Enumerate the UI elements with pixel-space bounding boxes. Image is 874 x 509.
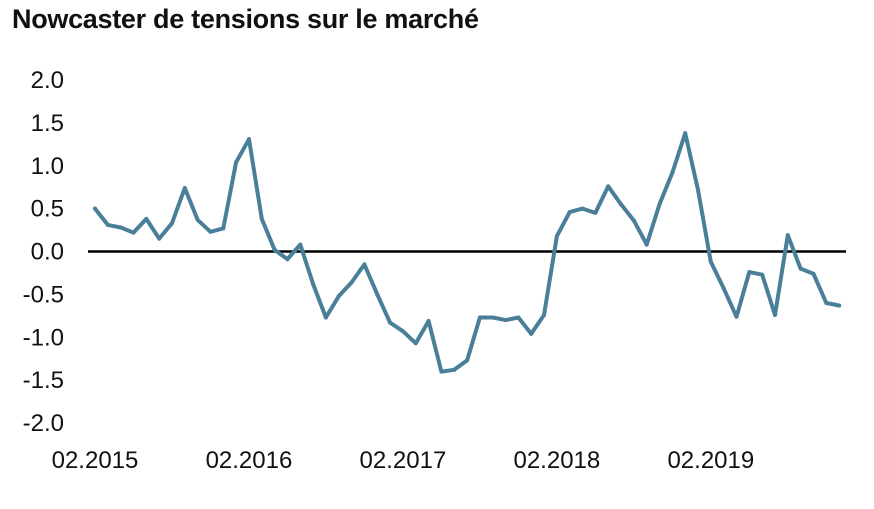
data-point: [696, 187, 701, 192]
data-point: [490, 315, 495, 320]
data-point: [388, 320, 393, 325]
y-tick-label: -1.0: [23, 324, 64, 351]
data-point: [285, 257, 290, 262]
data-point: [734, 314, 739, 319]
data-point: [529, 331, 534, 336]
data-point: [336, 294, 341, 299]
data-point: [683, 131, 688, 136]
data-point: [593, 210, 598, 215]
x-tick-label: 02.2015: [52, 447, 139, 474]
data-point: [631, 218, 636, 223]
data-point: [93, 206, 97, 211]
data-point: [131, 230, 136, 235]
data-point: [747, 270, 752, 275]
data-point: [298, 242, 303, 247]
data-point: [580, 206, 585, 211]
y-tick-label: 1.0: [31, 153, 64, 180]
y-tick-label: 1.5: [31, 110, 64, 137]
data-point: [362, 262, 367, 267]
data-point: [516, 315, 521, 320]
data-point: [465, 358, 470, 363]
y-tick-label: 2.0: [31, 67, 64, 94]
y-tick-label: -1.5: [23, 367, 64, 394]
data-point: [567, 210, 572, 215]
x-tick-label: 02.2019: [667, 447, 754, 474]
data-point: [503, 318, 508, 323]
y-tick-label: -2.0: [23, 410, 64, 437]
data-point: [477, 315, 482, 320]
data-point: [708, 259, 713, 264]
data-point: [272, 247, 277, 252]
data-point: [208, 229, 213, 234]
data-point: [157, 236, 162, 241]
data-point: [349, 280, 354, 285]
y-tick-label: 0.5: [31, 196, 64, 223]
data-point: [824, 300, 829, 305]
data-point: [195, 217, 200, 222]
data-point: [644, 242, 649, 247]
data-point: [413, 341, 418, 346]
data-point: [246, 137, 251, 142]
data-point: [837, 303, 842, 308]
data-point: [182, 186, 187, 191]
data-point: [811, 271, 816, 276]
data-point: [554, 234, 559, 239]
data-point: [323, 315, 328, 320]
data-point: [619, 202, 624, 207]
data-point: [785, 233, 790, 238]
data-point: [670, 170, 675, 175]
data-point: [452, 367, 457, 372]
series-group: [93, 131, 842, 374]
data-point: [439, 369, 444, 374]
data-point: [426, 318, 431, 323]
y-axis-ticks: 2.0 1.5 1.0 0.5 0.0 -0.5 -1.0 -1.5 -2.0: [23, 67, 64, 437]
data-point: [311, 282, 316, 287]
x-tick-label: 02.2018: [513, 447, 600, 474]
data-point: [657, 202, 662, 207]
data-point: [259, 216, 264, 221]
data-point: [798, 266, 803, 271]
data-point: [105, 222, 110, 227]
data-point: [118, 225, 123, 230]
data-point: [234, 160, 239, 165]
x-tick-label: 02.2017: [360, 447, 447, 474]
data-point: [144, 216, 149, 221]
y-tick-label: -0.5: [23, 281, 64, 308]
data-point: [606, 184, 611, 189]
data-point: [221, 226, 226, 231]
x-axis-ticks: 02.2015 02.2016 02.2017 02.2018 02.2019: [52, 447, 755, 474]
data-point: [542, 312, 547, 317]
data-point: [772, 312, 777, 317]
y-tick-label: 0.0: [31, 239, 64, 266]
data-point: [169, 221, 174, 226]
data-point: [721, 286, 726, 291]
data-point: [375, 292, 380, 297]
chart-title: Nowcaster de tensions sur le marché: [12, 4, 479, 34]
data-point: [400, 329, 405, 334]
x-tick-label: 02.2016: [206, 447, 293, 474]
data-point: [760, 272, 765, 277]
